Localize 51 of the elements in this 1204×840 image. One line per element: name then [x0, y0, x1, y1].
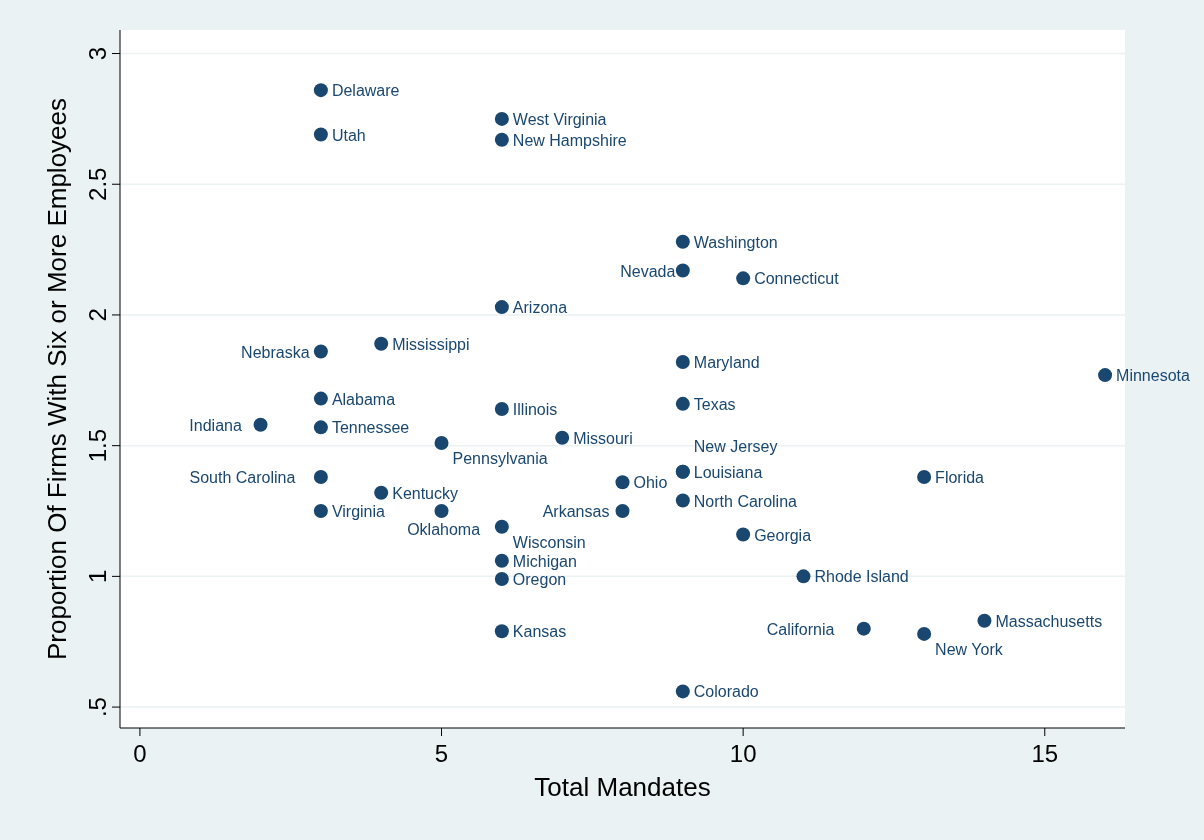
annotation: Wisconsin [512, 533, 586, 551]
annotation: Illinois [512, 401, 558, 419]
annotation: West Virginia [512, 110, 607, 128]
annotation: North Carolina [693, 492, 798, 510]
annotation: Tennessee [331, 419, 410, 437]
y-tick-label: 2.5 [84, 167, 111, 201]
annotation: New York [935, 640, 1004, 658]
y-tick-label: 1.5 [84, 428, 111, 463]
annotation: Maryland [693, 354, 760, 372]
annotation: California [766, 620, 835, 638]
annotation: Kansas [512, 623, 567, 641]
annotation: New Hampshire [512, 131, 627, 149]
x-tick-label: 10 [729, 740, 757, 767]
annotation: Rhode Island [814, 568, 909, 586]
annotation: Ohio [633, 474, 668, 492]
x-tick-label: 5 [434, 740, 449, 767]
annotation: Delaware [331, 82, 400, 100]
annotation: Kentucky [392, 484, 459, 502]
annotation: Connecticut [754, 270, 840, 288]
annotation: Missouri [573, 429, 633, 447]
y-tick-label: .5 [84, 697, 111, 718]
y-axis-title: Proportion Of Firms With Six or More Employees [42, 97, 72, 661]
annotation: Nebraska [241, 343, 310, 361]
annotation: New Jersey [693, 437, 778, 455]
x-axis-title: Total Mandates [534, 772, 711, 802]
y-tick-label: 3 [84, 46, 111, 61]
annotation: Arizona [512, 299, 568, 317]
annotation: Utah [331, 126, 366, 144]
annotation: Mississippi [392, 335, 470, 353]
annotation: Florida [935, 469, 985, 487]
annotation: Georgia [754, 526, 812, 544]
annotation: Minnesota [1116, 367, 1191, 385]
annotation: Virginia [331, 503, 386, 521]
annotation: Colorado [693, 683, 759, 701]
annotation: Massachusetts [995, 612, 1103, 630]
annotation: Indiana [189, 416, 242, 434]
annotation: Texas [693, 395, 736, 413]
annotation: Nevada [620, 262, 676, 280]
x-tick-label: 0 [133, 740, 147, 767]
annotation: Alabama [331, 390, 396, 408]
annotation: Louisiana [693, 463, 763, 481]
annotation: Oregon [512, 570, 567, 588]
annotation: Arkansas [542, 503, 610, 521]
x-tick-label: 15 [1031, 740, 1059, 767]
y-tick-label: 2 [84, 308, 111, 322]
annotation: Pennsylvania [452, 450, 548, 468]
annotation: South Carolina [189, 469, 296, 487]
annotation: Washington [693, 233, 778, 251]
annotation: Michigan [512, 552, 577, 570]
y-tick-label: 1 [84, 569, 111, 584]
annotation: Oklahoma [407, 521, 481, 539]
